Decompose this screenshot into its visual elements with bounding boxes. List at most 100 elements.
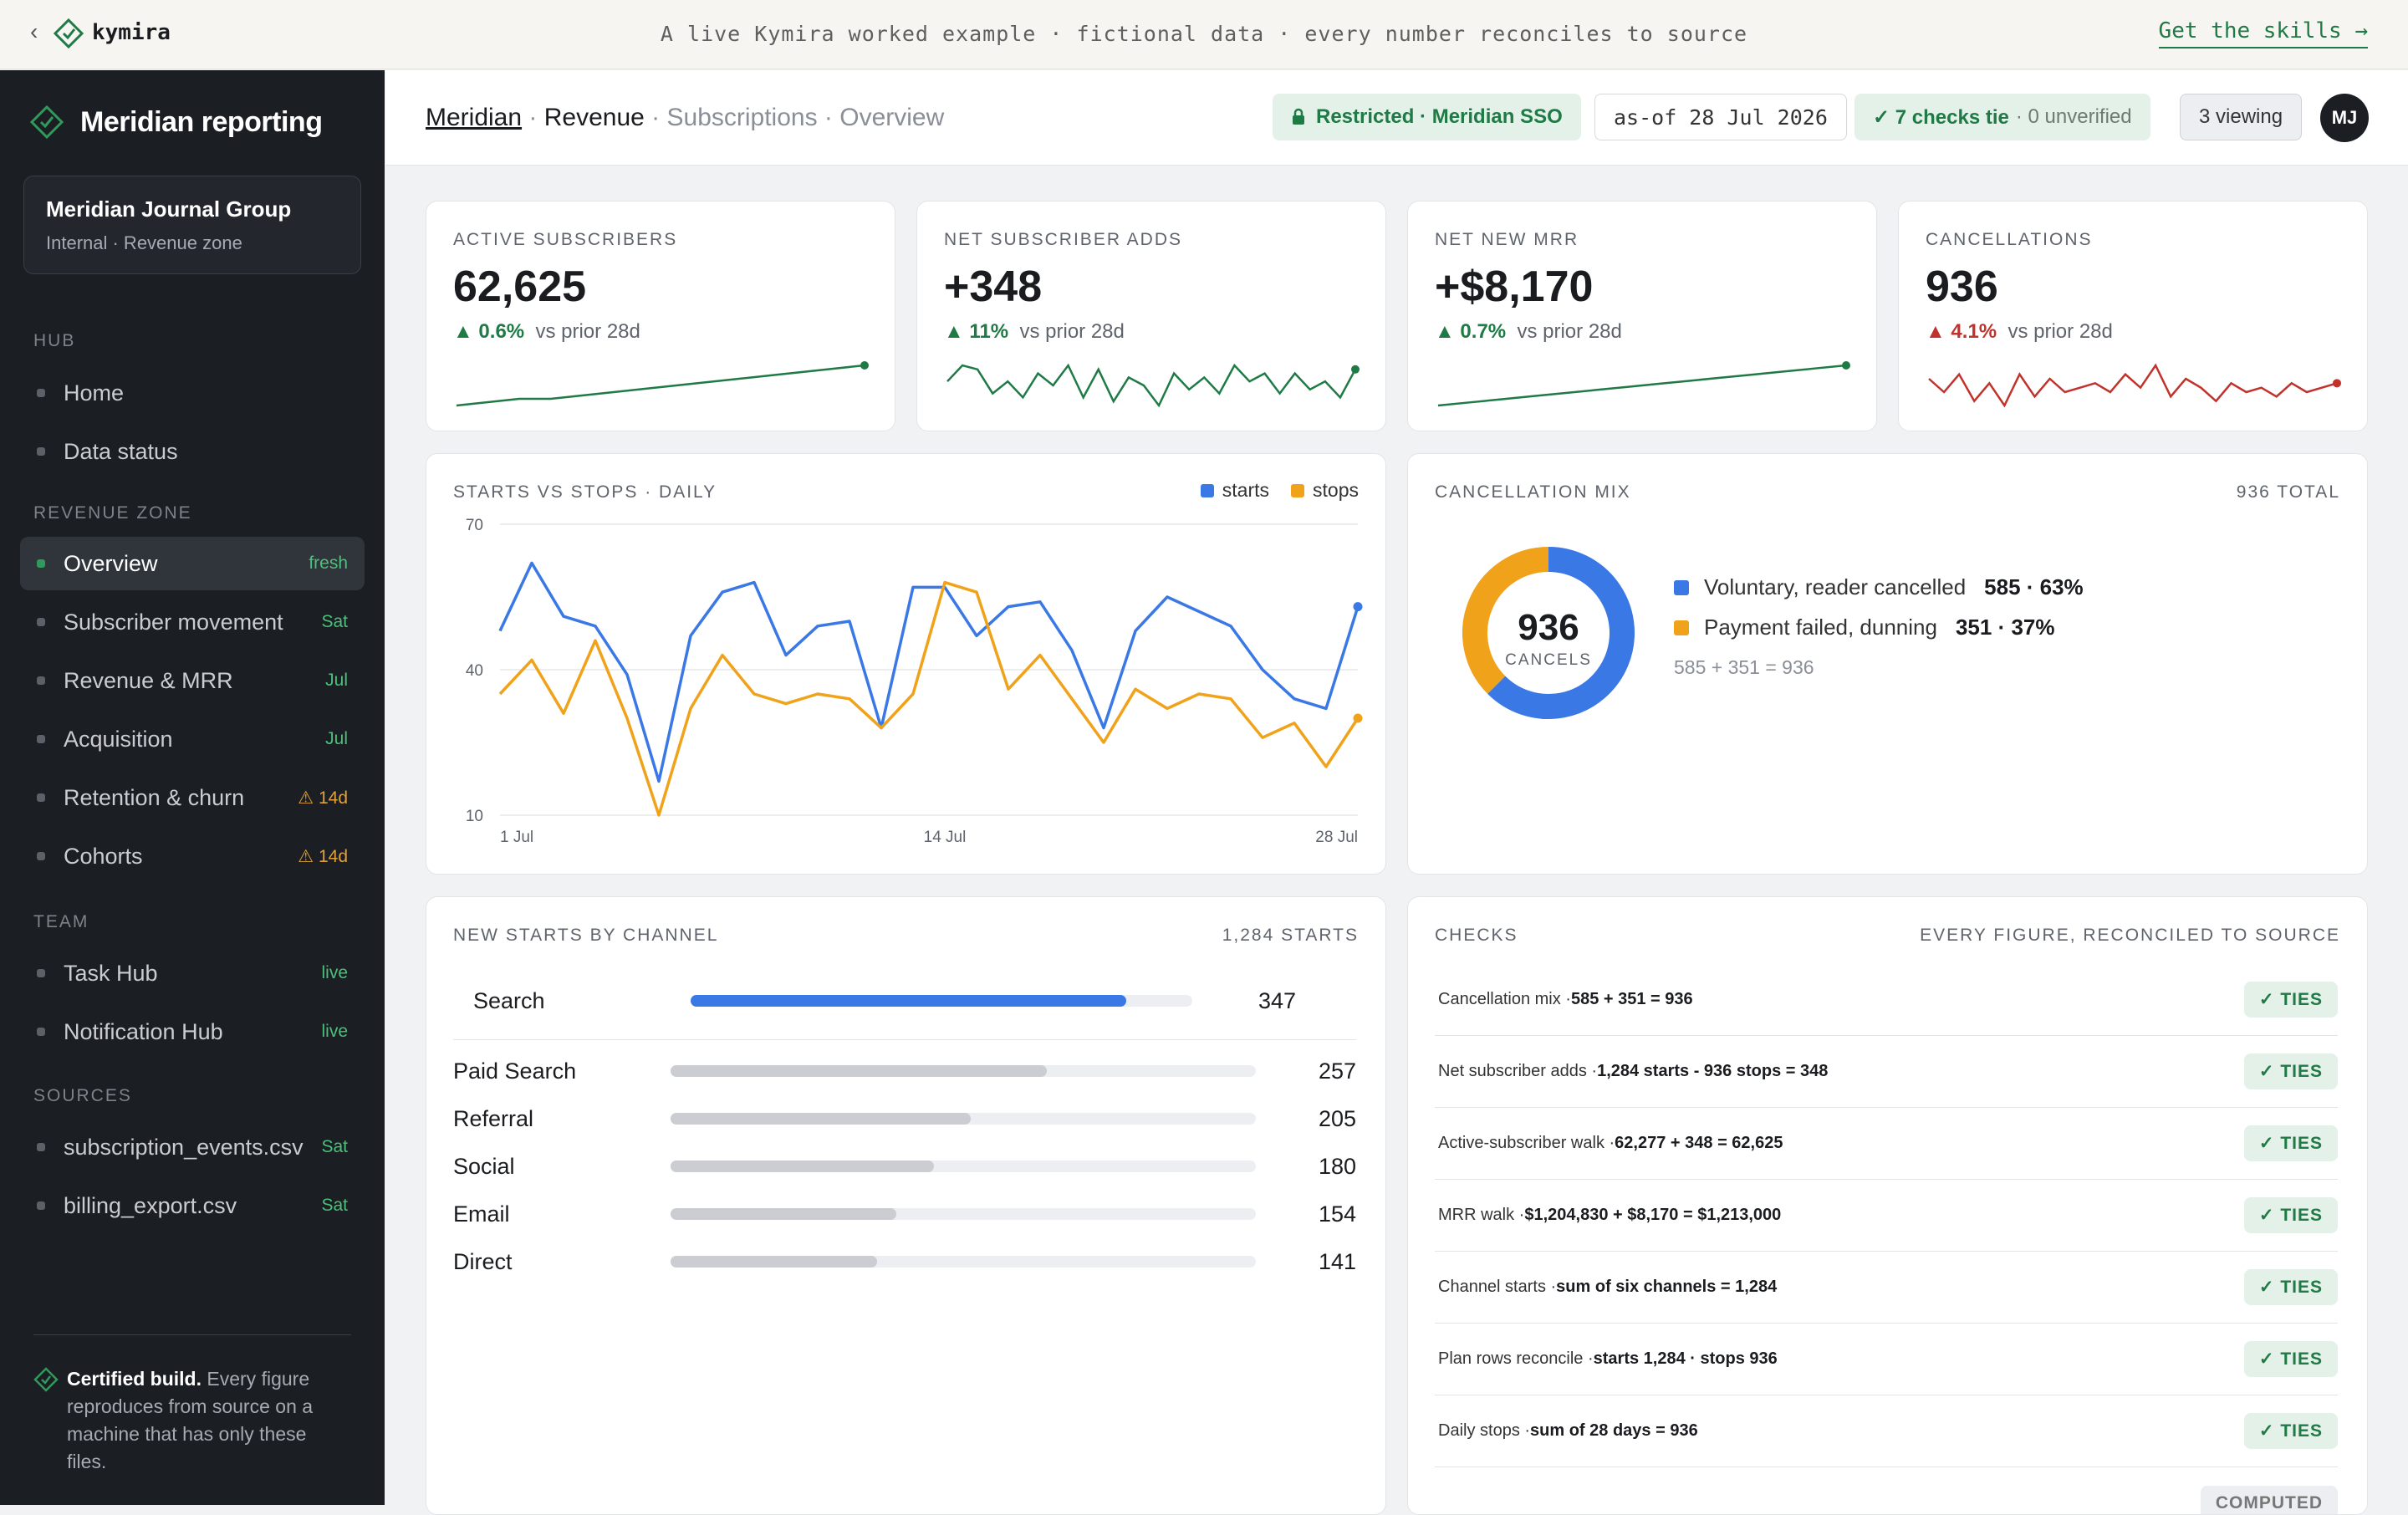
legend-stops[interactable]: stops [1291,479,1359,502]
breadcrumb-revenue[interactable]: Revenue [543,104,645,131]
sidebar-item-billing-export[interactable]: billing_export.csv Sat [20,1179,365,1232]
kpi-card-cancellations[interactable]: CANCELLATIONS 936 ▲ 4.1% vs prior 28d [1898,201,2368,431]
sidebar-item-revenue-mrr[interactable]: Revenue & MRR Jul [20,654,365,707]
x-tick-label: 28 Jul [1315,829,1358,846]
channel-value: 347 [1258,987,1296,1013]
brand-name[interactable]: kymira [92,20,171,45]
nav-label: subscription_events.csv [64,1134,304,1160]
check-formula: sum of 28 days = 936 [1530,1421,1698,1440]
kpi-label: NET SUBSCRIBER ADDS [944,230,1183,249]
channel-value: 205 [1318,1105,1356,1131]
channel-name: Email [453,1201,510,1227]
kpi-value: +$8,170 [1435,263,1594,311]
check-name: Net subscriber adds · [1438,1062,1598,1080]
section-revenue-zone: REVENUE ZONE [33,503,192,523]
legend-label: starts [1222,479,1270,501]
breadcrumb: Meridian · Revenue · Subscriptions · Ove… [426,104,945,131]
check-formula: $1,204,830 + $8,170 = $1,213,000 [1524,1206,1782,1224]
check-row[interactable]: COMPUTED [1435,1467,2338,1514]
freshness-tag: Sat [321,612,348,631]
cancellation-mix-card: CANCELLATION MIX 936 TOTAL 936 CANCELS V… [1407,453,2368,875]
banner-tagline: A live Kymira worked example · fictional… [660,22,1748,46]
check-formula: 585 + 351 = 936 [1570,990,1693,1008]
sidebar-item-subscription-events[interactable]: subscription_events.csv Sat [20,1120,365,1174]
org-switcher[interactable]: Meridian Journal Group Internal · Revenu… [23,176,361,274]
sidebar-item-retention-churn[interactable]: Retention & churn ⚠ 14d [20,771,365,824]
ties-badge: ✓ TIES [2243,1341,2338,1377]
kpi-delta-note: vs prior 28d [535,320,640,343]
channel-row-direct[interactable]: Direct 141 [453,1238,1356,1285]
nav-label: Retention & churn [64,784,245,810]
nav-dot-icon [37,676,45,685]
kpi-delta-value: 0.7% [1460,320,1507,343]
checks-status[interactable]: ✓ 7 checks tie · 0 unverified [1854,94,2150,140]
kpi-value: +348 [944,263,1043,311]
sidebar: Meridian reporting Meridian Journal Grou… [0,70,385,1505]
channel-bar [671,1256,877,1268]
check-formula: starts 1,284 · stops 936 [1593,1349,1778,1368]
channel-row-email[interactable]: Email 154 [453,1191,1356,1237]
nav-dot-icon [37,559,45,568]
channels-card: NEW STARTS BY CHANNEL 1,284 STARTS Searc… [426,896,1386,1515]
check-formula: 1,284 starts - 936 stops = 348 [1597,1062,1829,1080]
kpi-card-active-subscribers[interactable]: ACTIVE SUBSCRIBERS 62,625 ▲ 0.6% vs prio… [426,201,895,431]
donut-slice-0[interactable] [1487,547,1635,719]
sidebar-item-task-hub[interactable]: Task Hub live [20,946,365,1000]
sparkline-active-subscribers [456,361,869,407]
channel-row-social[interactable]: Social 180 [453,1143,1356,1190]
channel-name: Social [453,1153,515,1179]
avatar[interactable]: MJ [2320,94,2369,142]
get-skills-link[interactable]: Get the skills → [2158,18,2368,48]
check-formula: 62,277 + 348 = 62,625 [1615,1134,1783,1152]
sparkline-net-new-mrr [1437,361,1850,407]
meridian-logo-icon [29,105,64,140]
kpi-card-net-new-mrr[interactable]: NET NEW MRR +$8,170 ▲ 0.7% vs prior 28d [1407,201,1877,431]
org-subtitle: Internal · Revenue zone [46,232,242,253]
checks-subtitle: EVERY FIGURE, RECONCILED TO SOURCE [1920,926,2340,945]
donut-slice-1[interactable] [1462,547,1549,694]
back-chevron-icon[interactable]: ‹ [30,18,38,44]
check-row[interactable]: Daily stops ·sum of 28 days = 936 ✓ TIES [1435,1395,2338,1467]
kpi-value: 936 [1926,263,1998,311]
ties-badge: ✓ TIES [2243,1269,2338,1305]
check-row[interactable]: MRR walk ·$1,204,830 + $8,170 = $1,213,0… [1435,1180,2338,1252]
legend-starts[interactable]: starts [1200,479,1270,502]
check-row[interactable]: Net subscriber adds ·1,284 starts - 936 … [1435,1036,2338,1108]
starts-vs-stops-card: STARTS VS STOPS · DAILY starts stops 70 4… [426,453,1386,875]
channel-bar-track [671,1256,1256,1268]
freshness-tag: Jul [325,671,348,690]
starts-stops-line-chart: 70 40 10 1 Jul 14 Jul 28 Jul [466,517,1363,846]
nav-dot-icon [37,852,45,860]
check-row[interactable]: Channel starts ·sum of six channels = 1,… [1435,1252,2338,1324]
sidebar-item-home[interactable]: Home [20,366,365,420]
sidebar-item-subscriber-movement[interactable]: Subscriber movement Sat [20,595,365,649]
check-row[interactable]: Active-subscriber walk ·62,277 + 348 = 6… [1435,1108,2338,1180]
kpi-card-net-subscriber-adds[interactable]: NET SUBSCRIBER ADDS +348 ▲ 11% vs prior … [916,201,1386,431]
kpi-label: CANCELLATIONS [1926,230,2093,249]
sidebar-title: Meridian reporting [28,104,323,140]
as-of-date[interactable]: as-of 28 Jul 2026 [1594,94,1847,140]
sparkline-net-adds [946,363,1360,408]
viewers-button[interactable]: 3 viewing [2180,94,2303,140]
nav-label: Data status [64,438,178,464]
x-tick-label: 14 Jul [924,829,967,846]
channel-row-paid-search[interactable]: Paid Search 257 [453,1048,1356,1094]
sidebar-item-overview[interactable]: Overview fresh [20,537,365,590]
check-row[interactable]: Plan rows reconcile ·starts 1,284 · stop… [1435,1324,2338,1395]
kpi-delta-value: 0.6% [478,320,525,343]
page-header: Meridian · Revenue · Subscriptions · Ove… [385,70,2408,166]
sidebar-item-data-status[interactable]: Data status [20,425,365,478]
sidebar-item-notification-hub[interactable]: Notification Hub live [20,1005,365,1058]
mix-row-voluntary: Voluntary, reader cancelled 585 · 63% [1674,574,2084,600]
nav-label: Notification Hub [64,1018,223,1044]
channel-row-search[interactable]: Search 347 [473,977,1326,1024]
nav-label: Acquisition [64,726,173,752]
channels-total: 1,284 STARTS [1222,926,1359,945]
mix-equation: 585 + 351 = 936 [1674,656,1814,678]
channel-row-referral[interactable]: Referral 205 [453,1095,1356,1142]
sidebar-item-acquisition[interactable]: Acquisition Jul [20,712,365,766]
sparkline-cancellations [1928,363,2341,408]
sidebar-item-cohorts[interactable]: Cohorts ⚠ 14d [20,829,365,883]
breadcrumb-meridian[interactable]: Meridian [426,104,523,131]
check-row[interactable]: Cancellation mix ·585 + 351 = 936 ✓ TIES [1435,964,2338,1036]
